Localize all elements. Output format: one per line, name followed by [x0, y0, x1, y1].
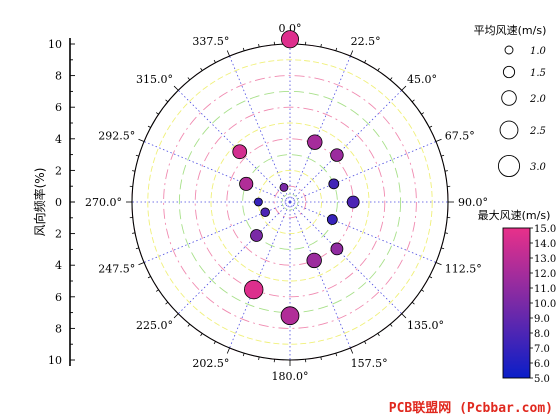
size-legend-label: 2.5 — [529, 126, 546, 137]
data-bubbles — [232, 30, 360, 326]
colorbar-label: 14.0 — [534, 239, 556, 250]
size-legend-circle — [501, 90, 517, 106]
radial-tick-label: 8 — [55, 70, 62, 83]
outer-tick — [226, 50, 230, 57]
data-bubble — [260, 207, 270, 218]
size-legend-circle — [502, 65, 516, 79]
angle-tick-label: 270.0° — [85, 196, 122, 209]
grid-ring — [147, 59, 433, 345]
size-legend-circle — [499, 120, 519, 140]
data-bubble — [244, 279, 264, 300]
angle-tick-label: 22.5° — [351, 35, 381, 48]
size-legend-label: 1.5 — [530, 68, 546, 79]
data-bubble — [306, 252, 322, 269]
data-bubble — [307, 134, 323, 150]
radial-axis-title: 风向频率(%) — [32, 168, 47, 237]
grid-spoke — [229, 55, 291, 203]
angle-tick-label: 67.5° — [445, 129, 475, 142]
angle-tick-label: 315.0° — [136, 73, 173, 86]
data-bubble — [279, 183, 289, 192]
colorbar-label: 10.0 — [534, 299, 556, 310]
data-bubble — [346, 195, 360, 209]
size-legend: 平均风速(m/s) 1.0 1.5 2.0 2.5 3.0 — [474, 24, 547, 178]
outer-tick — [350, 50, 354, 57]
outer-tick — [138, 138, 145, 142]
colorbar-label: 13.0 — [534, 254, 556, 265]
angle-tick-label: 247.5° — [98, 263, 135, 276]
outer-tick — [435, 138, 442, 142]
outer-tick — [401, 313, 407, 319]
outer-tick — [435, 262, 442, 266]
radial-tick-label: 4 — [55, 259, 62, 272]
data-bubble — [239, 176, 254, 191]
grid-ring — [242, 154, 338, 250]
size-legend-circle — [497, 154, 521, 178]
data-bubble — [253, 197, 263, 207]
angle-tick-label: 202.5° — [192, 357, 229, 370]
outer-tick — [350, 347, 354, 354]
colorbar-label: 8.0 — [534, 329, 550, 340]
angle-tick-label: 292.5° — [98, 129, 135, 142]
radial-tick-label: 4 — [55, 133, 62, 146]
colorbar-label: 7.0 — [534, 344, 550, 355]
grid-spoke — [143, 141, 291, 203]
colorbar-label: 11.0 — [534, 284, 556, 295]
angle-tick-label: 225.0° — [136, 319, 173, 332]
data-bubble — [280, 30, 300, 49]
radial-tick-label: 2 — [55, 164, 62, 177]
grid-ring — [194, 106, 386, 298]
grid-ring — [163, 75, 417, 329]
colorbar-label: 9.0 — [534, 314, 550, 325]
angle-tick-label: 90.0° — [458, 196, 488, 209]
colorbar-label: 12.0 — [534, 269, 556, 280]
outer-tick — [226, 347, 230, 354]
radial-axis: 10 8 6 4 2 0 2 4 6 8 10 — [48, 38, 75, 367]
grid-ring — [210, 122, 370, 282]
colorbar-label: 5.0 — [534, 374, 550, 385]
radial-tick-label: 0 — [55, 196, 62, 209]
radial-tick-label: 6 — [55, 291, 62, 304]
size-legend-label: 3.0 — [530, 162, 547, 173]
data-bubble — [330, 148, 344, 162]
angle-tick-label: 135.0° — [407, 319, 444, 332]
radial-tick-label: 6 — [55, 101, 62, 114]
data-bubble — [232, 144, 248, 160]
size-legend-circle — [504, 45, 514, 55]
size-legend-label: 1.0 — [530, 46, 547, 57]
colorbar — [502, 227, 531, 379]
colorbar-label: 15.0 — [534, 224, 556, 235]
angle-tick-label: 45.0° — [407, 73, 437, 86]
watermark: PCB联盟网 (Pcbbar.com) — [389, 400, 553, 416]
data-bubble — [326, 214, 338, 225]
grid-spoke — [289, 55, 351, 203]
color-legend-title: 最大风速(m/s) — [478, 208, 551, 222]
outer-tick — [401, 85, 407, 91]
outer-tick — [173, 85, 179, 91]
radial-tick-label: 10 — [48, 354, 62, 367]
radial-tick-label: 8 — [55, 322, 62, 335]
size-legend-title: 平均风速(m/s) — [474, 24, 547, 37]
color-legend: 最大风速(m/s) 15.0 14.0 13.0 12.0 11.0 10.0 9.0 8.0… — [478, 208, 557, 385]
angle-tick-label: 337.5° — [192, 35, 229, 48]
angle-tick-labels: 0.0° 22.5° 45.0° 67.5° 90.0° 112.5° 135.0° 157.… — [85, 22, 488, 383]
data-bubble — [328, 178, 340, 190]
colorbar-label: 6.0 — [534, 359, 550, 370]
outer-tick — [173, 313, 179, 319]
grid-ring — [281, 193, 299, 211]
size-legend-label: 2.0 — [529, 94, 547, 105]
data-bubble — [280, 306, 300, 326]
data-bubble — [330, 242, 344, 256]
angle-tick-label: 157.5° — [351, 357, 388, 370]
angle-tick-label: 0.0° — [279, 22, 302, 35]
angle-tick-label: 112.5° — [445, 263, 482, 276]
grid-ring — [273, 185, 307, 219]
data-bubble — [250, 229, 263, 242]
radial-tick-label: 2 — [55, 228, 62, 241]
outer-tick — [138, 262, 145, 266]
radial-tick-label: 10 — [48, 38, 62, 51]
angle-tick-label: 180.0° — [272, 370, 309, 383]
